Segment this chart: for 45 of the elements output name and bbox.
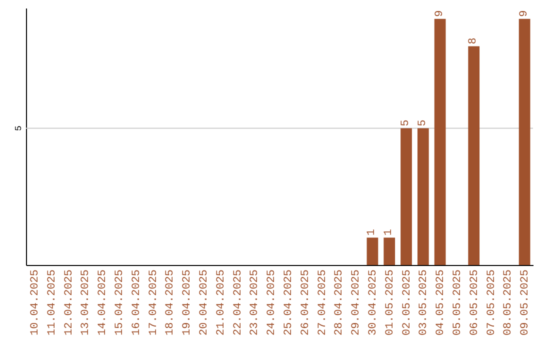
bar	[434, 18, 446, 265]
x-tick-label: 18.04.2025	[164, 270, 177, 336]
bar	[384, 238, 396, 265]
x-tick-label: 02.05.2025	[401, 270, 414, 336]
x-tick-label: 14.04.2025	[97, 270, 110, 336]
bar	[417, 128, 429, 265]
x-tick-label: 11.04.2025	[46, 270, 58, 336]
data-label: 9	[434, 10, 446, 17]
x-tick-label: 10.04.2025	[29, 270, 42, 336]
x-tick-label: 06.05.2025	[468, 270, 481, 336]
x-tick-label: 05.05.2025	[452, 270, 464, 336]
x-tick-label: 26.04.2025	[300, 270, 312, 336]
x-tick-label: 15.04.2025	[114, 270, 126, 336]
data-label: 1	[366, 228, 378, 236]
data-label: 1	[383, 228, 396, 236]
x-tick-label: 07.05.2025	[486, 270, 498, 336]
bar	[400, 128, 412, 265]
data-label: 5	[400, 120, 412, 126]
bar	[518, 18, 530, 265]
x-tick-label: 13.04.2025	[80, 270, 92, 336]
x-tick-label: 28.04.2025	[334, 270, 346, 336]
bar	[468, 46, 480, 265]
x-tick-label: 08.05.2025	[502, 270, 515, 336]
x-tick-label: 19.04.2025	[182, 270, 194, 336]
bar	[366, 238, 378, 265]
x-tick-label: 03.05.2025	[418, 270, 430, 336]
x-tick-label: 27.04.2025	[316, 270, 329, 336]
data-label: 5	[416, 120, 429, 126]
x-tick-label: 22.04.2025	[232, 270, 244, 336]
x-tick-label: 25.04.2025	[282, 270, 295, 336]
x-tick-label: 20.04.2025	[198, 270, 210, 336]
ref-line-label: 5	[14, 126, 24, 131]
data-label: 8	[468, 38, 480, 44]
x-tick-label: 21.04.2025	[215, 270, 228, 336]
x-tick-label: 16.04.2025	[130, 270, 143, 336]
x-tick-label: 17.04.2025	[148, 270, 160, 336]
x-tick-label: 30.04.2025	[367, 270, 380, 336]
x-tick-label: 23.04.2025	[249, 270, 262, 336]
x-tick-label: 01.05.2025	[384, 270, 396, 336]
x-tick-label: 04.05.2025	[435, 270, 448, 336]
x-tick-label: 24.04.2025	[266, 270, 278, 336]
data-label: 9	[518, 10, 530, 17]
x-tick-label: 09.05.2025	[520, 270, 532, 336]
x-tick-label: 12.04.2025	[63, 270, 76, 336]
x-tick-label: 29.04.2025	[350, 270, 363, 336]
